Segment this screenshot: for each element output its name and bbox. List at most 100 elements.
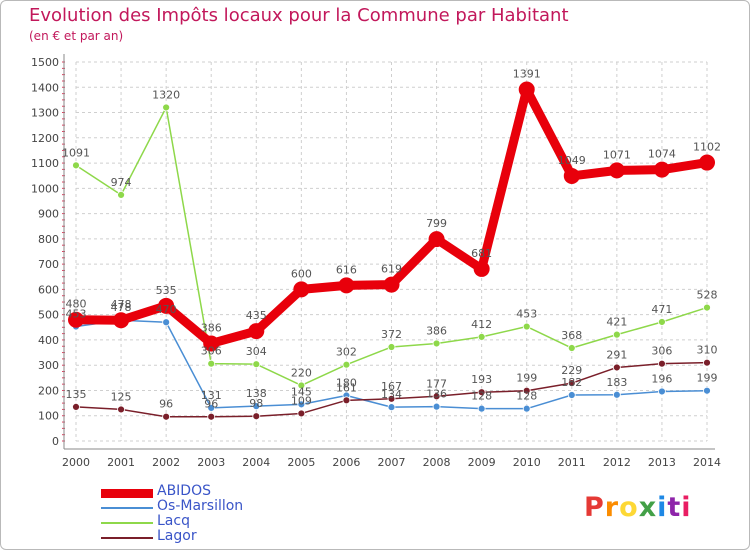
data-label-lagor: 98 [249, 397, 263, 410]
y-tick-label: 1400 [31, 81, 59, 94]
data-label-lacq: 1091 [62, 146, 90, 159]
y-tick-label: 600 [38, 283, 59, 296]
line-chart: 0 100 200 300 400 500 600 700 800 900 1000 1100 1200… [31, 54, 721, 469]
data-point-os-marsillon [612, 390, 621, 399]
data-label-abidos: 799 [426, 217, 447, 230]
y-tick-label: 1000 [31, 182, 59, 195]
y-tick-label: 400 [38, 334, 59, 347]
chart-title: Evolution des Impôts locaux pour la Comm… [29, 5, 569, 26]
data-point-lacq [342, 360, 351, 369]
data-point-os-marsillon [567, 391, 576, 399]
logo-letter: r [604, 492, 620, 523]
data-point-abidos [518, 81, 535, 98]
x-tick-label: 2009 [468, 456, 496, 469]
legend-label: Lagor [157, 528, 197, 544]
data-label-lacq: 421 [606, 316, 627, 329]
data-point-lacq [117, 191, 125, 199]
legend-swatch [101, 488, 153, 498]
data-point-lagor [297, 409, 306, 418]
data-point-lagor [207, 412, 216, 421]
data-label-lacq: 306 [201, 345, 222, 358]
x-tick-label: 2003 [197, 456, 225, 469]
data-point-lagor [477, 388, 486, 397]
data-point-lagor [117, 405, 125, 414]
logo-letter: x [638, 492, 658, 523]
data-point-os-marsillon [162, 318, 171, 327]
data-point-abidos [699, 154, 715, 171]
data-point-lacq [703, 303, 711, 312]
x-tick-label: 2008 [423, 456, 451, 469]
x-tick-label: 2007 [378, 456, 406, 469]
x-tick-label: 2006 [332, 456, 360, 469]
data-point-lacq [207, 359, 216, 368]
data-point-lacq [567, 344, 576, 352]
data-label-lagor: 310 [697, 344, 718, 357]
data-label-lacq: 453 [516, 308, 537, 321]
data-point-lagor [703, 358, 711, 367]
data-label-abidos: 478 [111, 298, 132, 311]
data-label-lacq: 386 [426, 324, 447, 337]
data-point-abidos [293, 281, 310, 298]
data-label-lagor: 96 [204, 398, 218, 411]
data-label-os-marsillon: 183 [606, 376, 627, 389]
data-label-lagor: 306 [651, 345, 672, 358]
y-tick-label: 100 [38, 410, 59, 423]
data-point-lagor [252, 412, 261, 421]
data-label-lacq: 220 [291, 366, 312, 379]
data-label-lacq: 974 [111, 176, 132, 189]
x-tick-label: 2010 [513, 456, 541, 469]
data-label-abidos: 681 [471, 247, 492, 260]
data-point-abidos [428, 231, 445, 248]
series-lines [68, 81, 715, 421]
logo-letter: t [667, 492, 682, 523]
x-tick-label: 2000 [62, 456, 90, 469]
chart-subtitle: (en € et par an) [29, 29, 124, 43]
data-label-abidos: 435 [246, 309, 267, 322]
data-label-abidos: 1071 [603, 148, 631, 161]
data-label-abidos: 1049 [558, 154, 586, 167]
data-label-os-marsillon: 145 [291, 385, 312, 398]
data-label-lagor: 229 [561, 364, 582, 377]
legend-swatch [101, 522, 153, 524]
data-label-abidos: 600 [291, 267, 312, 280]
data-label-os-marsillon: 470 [156, 303, 177, 316]
data-label-abidos: 1391 [513, 68, 541, 81]
y-tick-label: 200 [38, 384, 59, 397]
data-label-os-marsillon: 134 [381, 388, 402, 401]
data-point-lagor [567, 379, 576, 388]
y-tick-label: 1200 [31, 132, 59, 145]
data-labels: 480 478 535 386 435 600 616 619 799 681 1391 1049 10… [62, 68, 721, 411]
legend-swatch [101, 537, 153, 539]
legend-label: Lacq [157, 513, 190, 529]
data-label-lagor: 199 [516, 372, 537, 385]
data-point-lagor [72, 402, 80, 411]
data-label-lagor: 167 [381, 380, 402, 393]
y-tick-label: 1500 [31, 56, 59, 69]
data-point-abidos [158, 297, 175, 314]
data-point-lacq [387, 343, 396, 351]
data-point-lagor [522, 386, 531, 395]
data-point-os-marsillon [658, 387, 666, 396]
data-label-lacq: 304 [246, 345, 267, 358]
data-label-lacq: 528 [697, 289, 718, 302]
data-label-lagor: 135 [66, 388, 87, 401]
x-tick-label: 2011 [558, 456, 586, 469]
legend-swatch [101, 507, 153, 509]
y-tick-label: 1300 [31, 107, 59, 120]
data-label-lagor: 125 [111, 390, 132, 403]
data-point-lacq [477, 333, 486, 341]
data-point-lacq [522, 322, 531, 331]
logo-letter: i [681, 492, 692, 523]
proxiti-logo: Proxiti [584, 492, 692, 523]
data-point-os-marsillon [252, 402, 261, 411]
data-label-lacq: 372 [381, 328, 402, 341]
y-tick-label: 0 [52, 435, 59, 448]
y-tick-label: 1100 [31, 157, 59, 170]
data-label-lacq: 412 [471, 318, 492, 331]
data-label-os-marsillon: 453 [66, 308, 87, 321]
data-label-lacq: 368 [561, 329, 582, 342]
data-point-lacq [658, 318, 666, 326]
data-label-lagor: 291 [606, 348, 627, 361]
data-label-lagor: 161 [336, 381, 357, 394]
data-label-os-marsillon: 478 [111, 301, 132, 314]
